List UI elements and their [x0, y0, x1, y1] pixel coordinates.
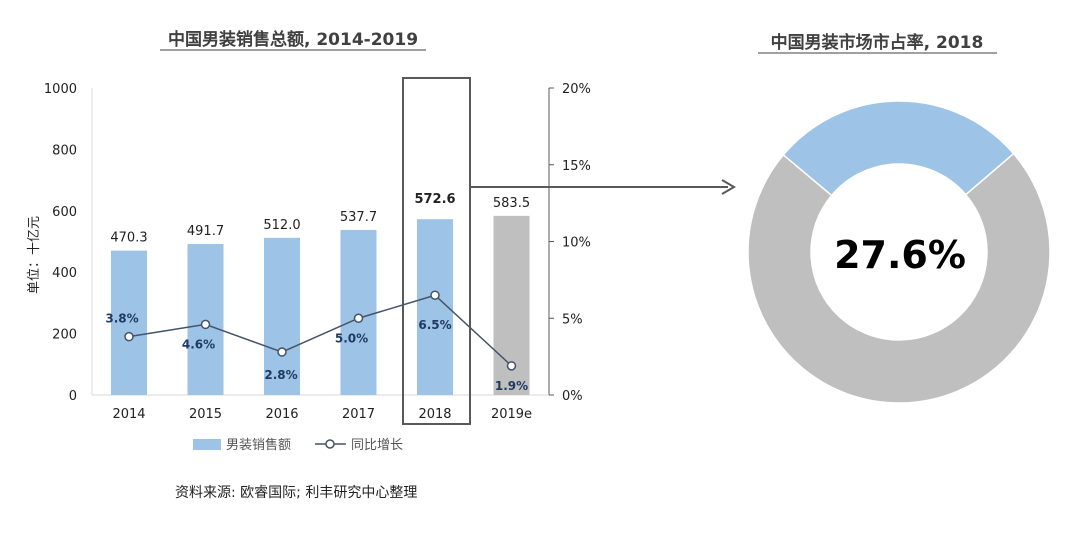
- source-note: 资料来源: 欧睿国际; 利丰研究中心整理: [175, 485, 417, 501]
- bar-series: [111, 215, 530, 395]
- y-tick-label: 0: [69, 389, 77, 404]
- growth-line: [128, 294, 513, 367]
- y-tick-label: 1000: [44, 82, 77, 97]
- x-tick-label: 2019e: [491, 407, 532, 422]
- x-tick-label: 2018: [418, 407, 451, 422]
- growth-point-2016: [277, 347, 287, 357]
- x-tick-label: 2016: [265, 407, 298, 422]
- legend-line-marker: [325, 439, 335, 449]
- x-axis-labels: 2014 2015 2016 2017 2018 2019e: [112, 407, 532, 422]
- y2-axis-ticks: 0% 5% 10% 15% 20%: [549, 82, 591, 404]
- growth-point-2019e: [506, 361, 517, 371]
- growth-value-label: 6.5%: [418, 318, 451, 332]
- growth-point-2015: [200, 319, 211, 330]
- bar-chart-title: 中国男装销售总额, 2014-2019: [168, 29, 418, 50]
- bar-value-label: 572.6: [414, 192, 455, 207]
- y-axis-title: 单位：十亿元: [27, 216, 42, 294]
- growth-value-label: 1.9%: [495, 379, 528, 393]
- donut-chart-title: 中国男装市场市占率, 2018: [771, 32, 984, 53]
- y-tick-label: 600: [52, 205, 77, 220]
- y2-tick-label: 15%: [562, 159, 591, 174]
- growth-value-label: 2.8%: [264, 368, 297, 382]
- y2-tick-label: 10%: [562, 236, 591, 251]
- connector-arrow-head: [721, 179, 736, 195]
- bar-value-label: 512.0: [263, 218, 300, 233]
- y-tick-label: 800: [52, 143, 77, 158]
- growth-point-2014: [124, 331, 134, 342]
- growth-line-series: 3.8% 4.6% 2.8% 5.0% 6.5% 1.9%: [105, 290, 528, 393]
- growth-point-2017: [353, 313, 364, 323]
- growth-point-2018: [430, 290, 440, 300]
- donut-slice-0: [782, 100, 1015, 197]
- y2-tick-label: 20%: [562, 82, 591, 97]
- bar-value-label: 583.5: [493, 196, 530, 211]
- bar-value-labels: 470.3 491.7 512.0 537.7 572.6 583.5: [110, 192, 530, 246]
- donut-slice-1: [747, 152, 1051, 404]
- legend-line-label: 同比增长: [351, 438, 403, 453]
- donut-center-label: 27.6%: [834, 233, 966, 277]
- legend-bar-swatch: [193, 439, 221, 450]
- x-tick-label: 2015: [189, 407, 222, 422]
- bar-2016: [264, 237, 300, 395]
- x-tick-label: 2014: [112, 407, 145, 422]
- x-tick-label: 2017: [342, 407, 375, 422]
- y-axis-ticks: 0 200 400 600 800 1000: [44, 82, 77, 404]
- bar-2015: [187, 244, 224, 395]
- bar-2017: [340, 229, 377, 395]
- legend-bar-label: 男装销售额: [226, 437, 291, 453]
- y-tick-label: 200: [52, 328, 77, 343]
- bar-value-label: 470.3: [110, 231, 147, 246]
- y2-tick-label: 0%: [562, 389, 583, 404]
- growth-value-label: 5.0%: [335, 331, 368, 345]
- donut-chart: [747, 100, 1051, 404]
- bar-value-label: 491.7: [187, 224, 224, 239]
- growth-value-label: 4.6%: [182, 337, 215, 351]
- highlight-box-2018: [402, 77, 471, 425]
- growth-value-label: 3.8%: [105, 312, 138, 326]
- y2-tick-label: 5%: [562, 312, 583, 327]
- bar-value-label: 537.7: [340, 210, 377, 225]
- y-tick-label: 400: [52, 266, 77, 281]
- bar-2014: [111, 250, 147, 395]
